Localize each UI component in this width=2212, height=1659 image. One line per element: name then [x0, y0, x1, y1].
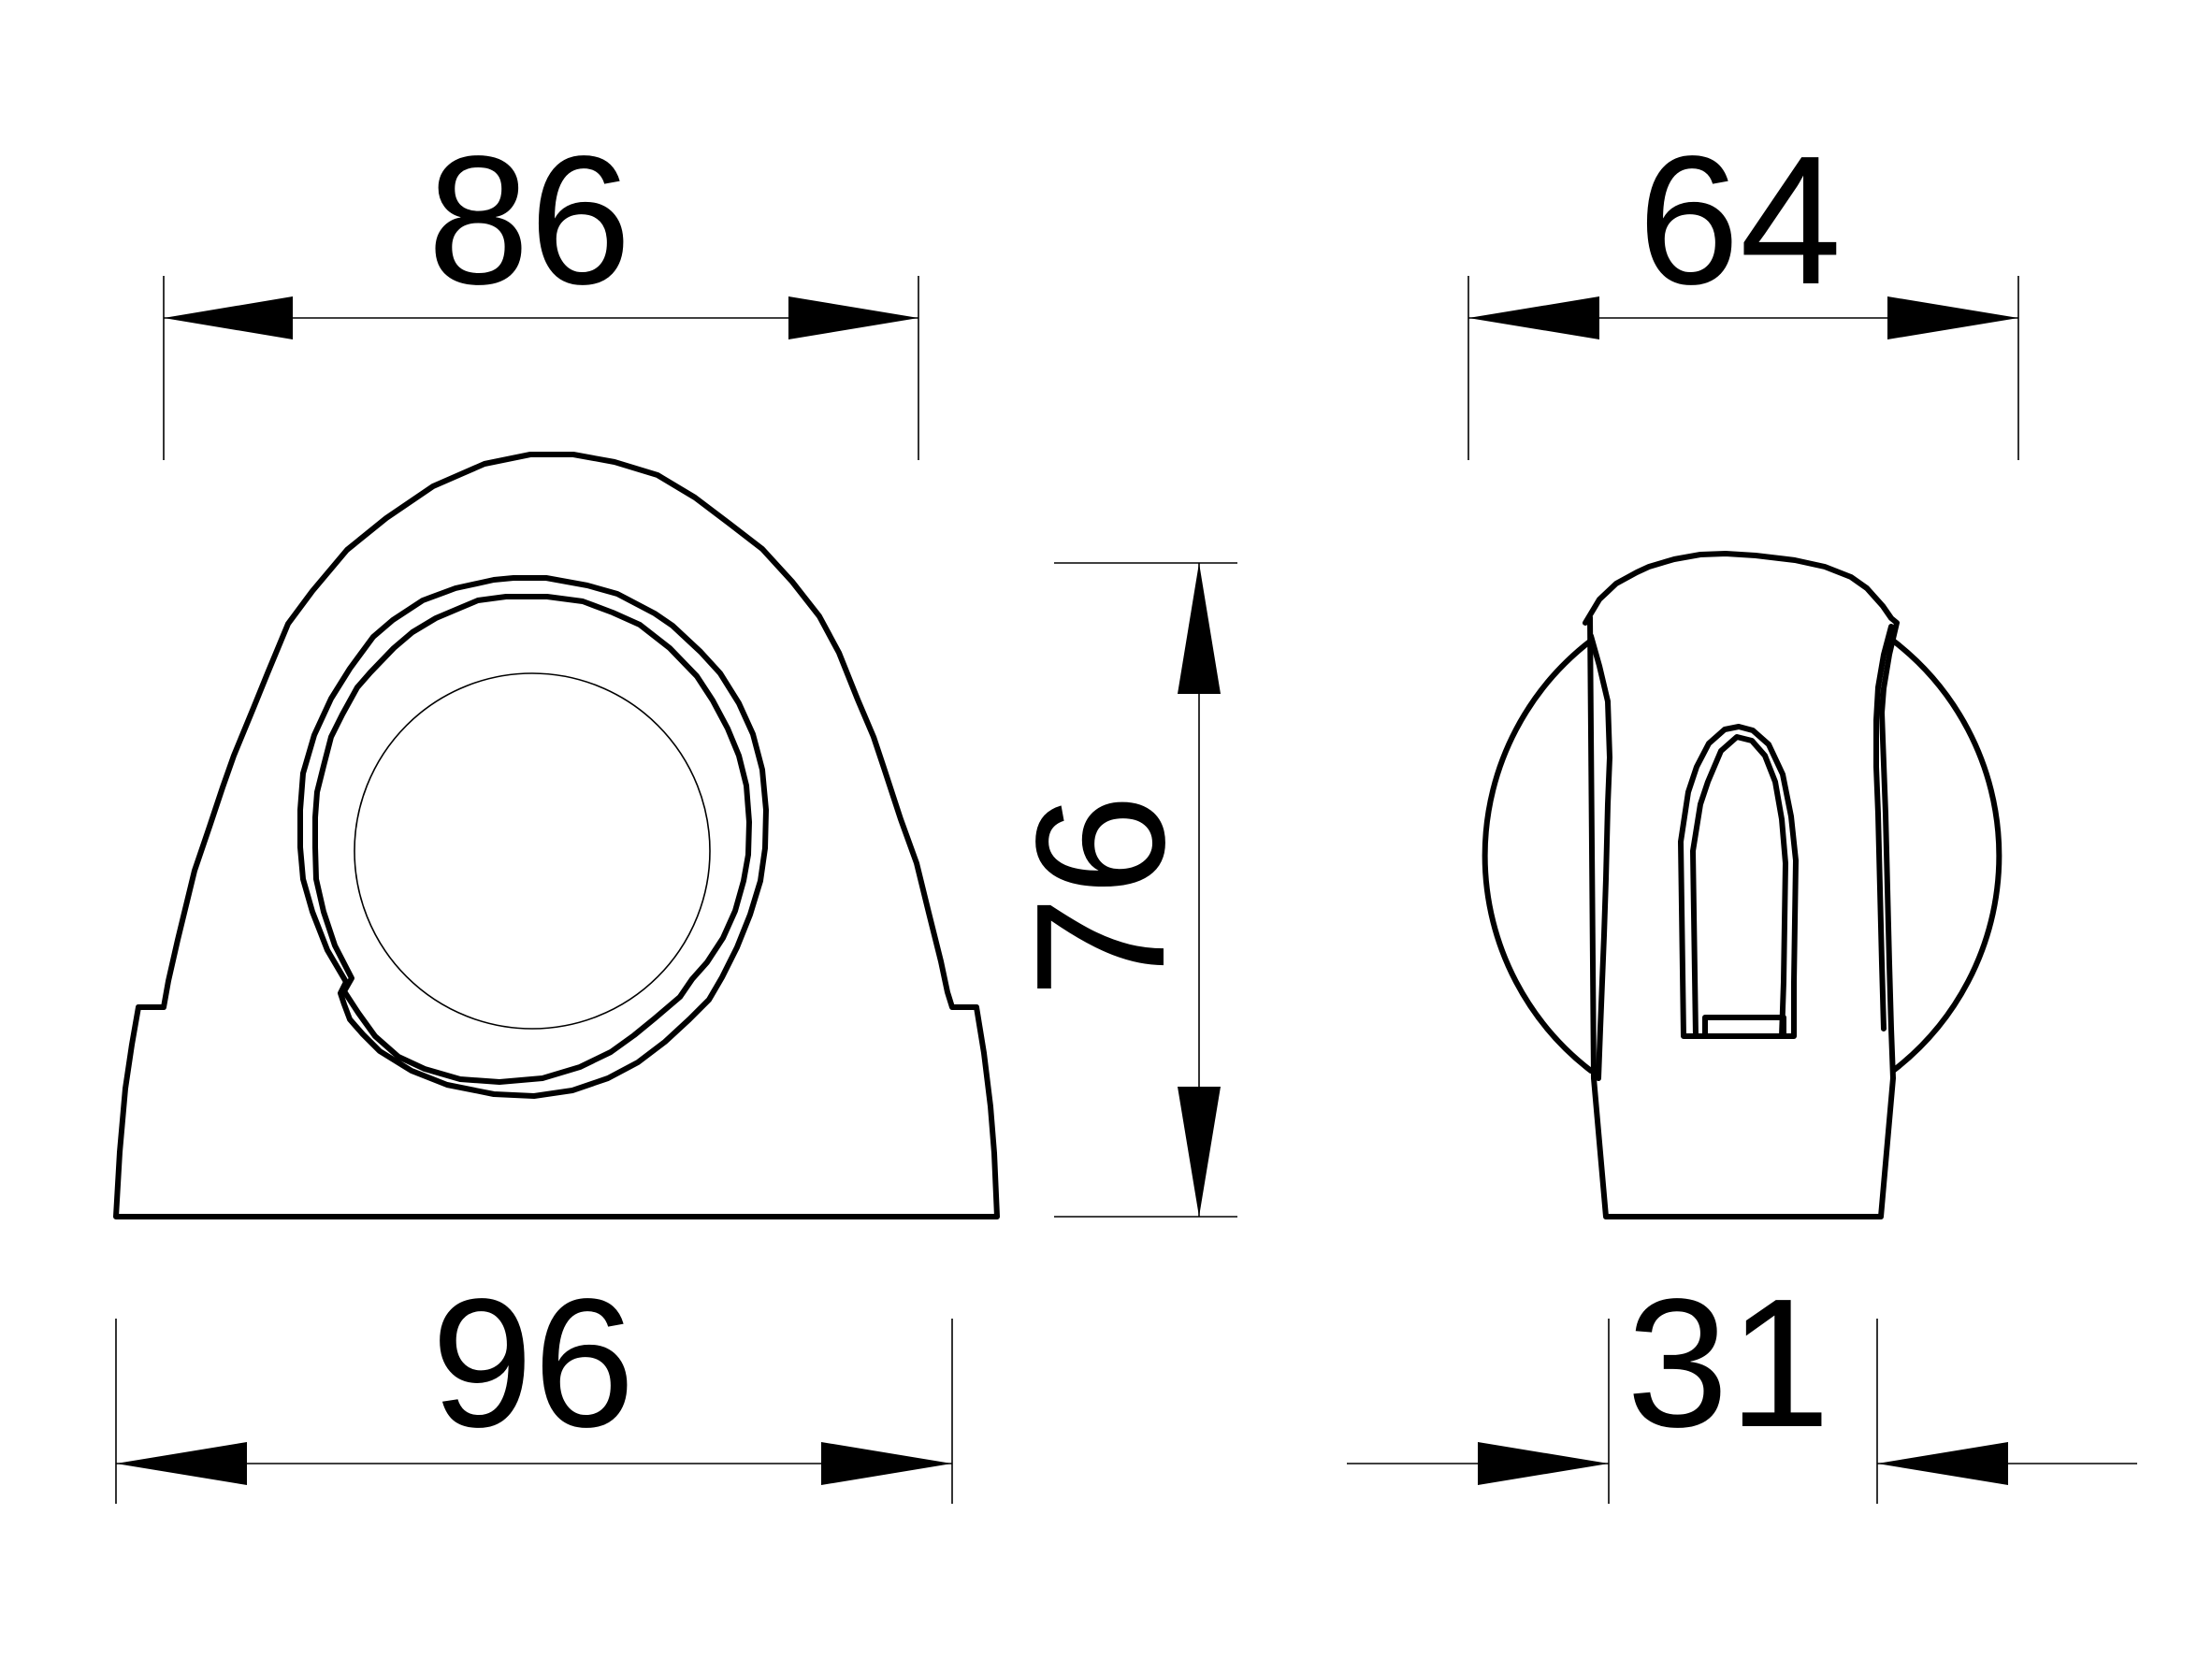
front-ring-inner — [312, 594, 752, 1085]
arrowhead-right — [788, 296, 918, 339]
arrowhead-left — [116, 1442, 247, 1485]
side-slot-inner — [1690, 734, 1788, 1039]
front-bore-circle — [354, 672, 711, 1030]
arrowhead-right — [1887, 296, 2018, 339]
dimension-96: 96 — [115, 1261, 953, 1504]
arrowhead-left — [164, 296, 293, 339]
dimension-label-86: 86 — [427, 118, 631, 323]
dimension-64: 64 — [1467, 118, 2019, 460]
arrowhead-right — [1877, 1442, 2008, 1485]
front-view-outline — [113, 452, 1000, 1219]
arrowhead-bottom — [1178, 1087, 1221, 1217]
dimension-label-64: 64 — [1638, 118, 1842, 323]
arrowhead-right — [821, 1442, 952, 1485]
side-right-flange-arc — [1890, 638, 2002, 1074]
side-right-web — [1873, 624, 1894, 1031]
side-left-web — [1588, 633, 1612, 1081]
front-view — [113, 452, 1000, 1219]
side-view — [1482, 551, 2002, 1219]
side-slot-outer — [1678, 724, 1799, 1039]
dimension-label-31: 31 — [1626, 1261, 1830, 1465]
dimension-label-96: 96 — [431, 1261, 635, 1465]
dimension-86: 86 — [163, 118, 919, 460]
side-slot-base — [1702, 1015, 1786, 1039]
arrowhead-top — [1178, 563, 1221, 694]
arrowhead-left — [1468, 296, 1599, 339]
dimension-label-76: 76 — [998, 794, 1203, 998]
dimension-76: 76 — [998, 562, 1237, 1218]
dimension-31: 31 — [1347, 1261, 2137, 1504]
side-left-flange-arc — [1482, 638, 1594, 1074]
side-view-outline — [1583, 551, 1900, 1219]
arrowhead-left — [1478, 1442, 1609, 1485]
front-ring-outer — [297, 575, 769, 1099]
